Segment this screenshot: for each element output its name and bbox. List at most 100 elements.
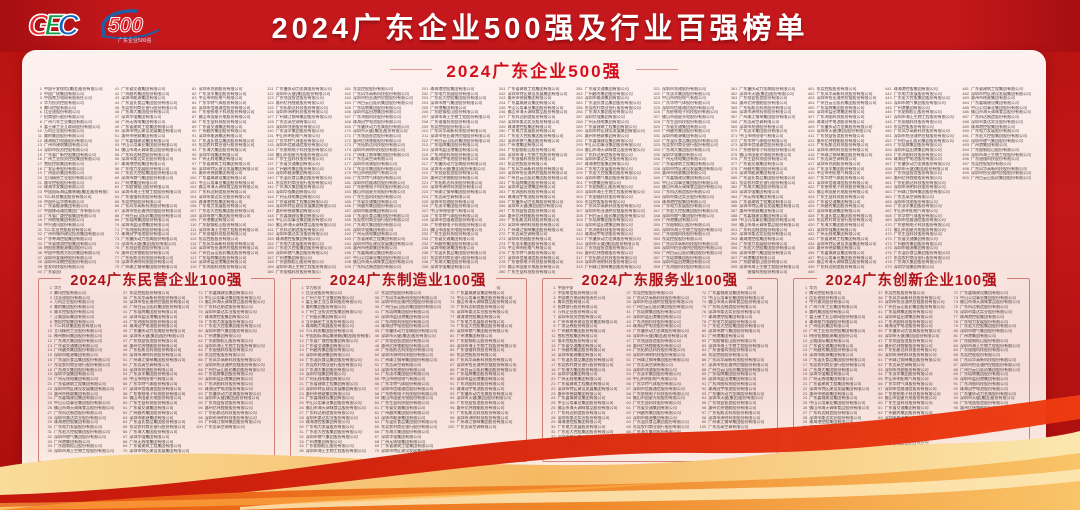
entry-company-name: 广东电力发展股份有限公司 — [507, 129, 556, 134]
top500-logo: 500 广东企业500强 — [94, 6, 164, 46]
entry-rank: 97 — [192, 161, 197, 166]
entry-company-name: 东莞控股股份有限公司 — [632, 290, 673, 295]
entry-company-name: 广东塔牌集团股份有限公司 — [456, 372, 505, 377]
list-entry: 126 深圳市洲明科技股份有限公司 — [265, 110, 340, 115]
entry-rank: 41 — [878, 308, 883, 314]
entry-company-name: 佛山市国星光电股份有限公司 — [198, 115, 251, 120]
entry-company-name: 深圳市海王生物工程股份有限公司 — [708, 343, 769, 348]
entry-rank: 92 — [192, 137, 197, 143]
entry-rank: 77 — [701, 313, 707, 319]
list-entry: 19 深圳华强集团有限公司 — [548, 372, 622, 377]
list-entry: 298 广东电力发展股份有限公司 — [574, 166, 649, 172]
list-entry: 304 广东银禧科技股份有限公司 — [574, 194, 649, 200]
list-entry: 91 广东鸿图科技股份有限公司 — [195, 381, 269, 387]
entry-rank: 52 — [374, 361, 380, 367]
entry-rank: 311 — [576, 226, 583, 232]
entry-company-name: 广东银禧科技股份有限公司 — [456, 348, 505, 353]
entry-rank: 16 — [551, 356, 556, 362]
entry-company-name: 东莞农村商业银行股份有限公司 — [305, 362, 362, 367]
entry-company-name: 广东宏大控股集团股份有限公司 — [204, 324, 261, 329]
entry-company-name: 广东省建筑工程集团有限公司 — [507, 87, 560, 91]
entry-rank: 448 — [885, 118, 892, 124]
entry-company-name: 广东省交通集团有限公司 — [816, 199, 861, 204]
list-entry: 11 中国国际海运集装箱(集团)股份有限公司 — [296, 333, 370, 339]
entry-company-name: 招商银行股份有限公司 — [557, 305, 598, 310]
entry-company-name: 东莞农村商业银行股份有限公司 — [198, 143, 255, 148]
entry-rank: 262 — [498, 184, 506, 190]
list-entry: 91 深圳市能源集团有限公司 — [188, 133, 263, 139]
list-entry: 220 惠州亿纬锂能股份有限公司 — [419, 175, 494, 181]
entry-rank: 487 — [962, 114, 969, 120]
entry-company-name: 深圳市深粮控股股份有限公司 — [44, 260, 96, 265]
entry-company-name: 广东省交通集团有限公司 — [121, 87, 166, 91]
entry-company-name: 深圳市海王生物工程股份有限公司 — [662, 227, 722, 232]
list-entry: 267 广东领益智造股份有限公司 — [497, 208, 572, 214]
entry-rank: 387 — [730, 207, 738, 213]
entry-company-name: 中山市明阳电气有限公司 — [507, 246, 552, 251]
entry-rank: 371 — [730, 132, 738, 138]
list-entry: 363 广东领益智造股份有限公司 — [728, 96, 803, 101]
list-entry: 380 广东温氏食品集团股份有限公司 — [728, 175, 803, 181]
entry-rank: 330 — [653, 128, 660, 134]
entry-company-name: 深圳市怡亚通供应链股份有限公司 — [584, 208, 645, 213]
list-entry: 215 广东鸿图科技股份有限公司 — [419, 152, 494, 158]
list-entry: 41 广东塔牌集团股份有限公司 — [623, 309, 697, 315]
entry-company-name: 惠州市德赛集团有限公司 — [121, 133, 166, 138]
list-entry: 74 深圳市天健(集团)股份有限公司 — [110, 241, 185, 247]
list-entry: 88 广州白云山医药集团股份有限公司 — [447, 367, 521, 373]
list-entry: 371 中山市明阳电气有限公司 — [728, 132, 803, 139]
list-entry: 22 深圳市特区建设发展集团有限公司 — [799, 386, 873, 392]
entry-rank: 349 — [653, 217, 660, 223]
entry-company-name: 立讯精密工业股份有限公司 — [305, 319, 354, 324]
entry-rank: 462 — [885, 184, 892, 190]
entry-company-name: 广东省建筑工程集团有限公司 — [739, 199, 792, 204]
entry-company-name: 珠海港控股集团有限公司 — [971, 124, 1015, 129]
entry-rank: 46 — [374, 332, 380, 338]
entry-company-name: 广东华特气体股份有限公司 — [884, 381, 933, 386]
list-entry: 432 广州无线电集团有限公司 — [806, 232, 881, 237]
entry-company-name: 深圳市盐田港集团有限公司 — [381, 314, 430, 319]
entry-company-name: 深圳市信维通信股份有限公司 — [129, 386, 182, 391]
entry-rank: 72 — [198, 289, 203, 295]
list-entry: 361 广东肇庆动力金属股份有限公司 — [728, 87, 803, 92]
entry-company-name: 广东领益智造股份有限公司 — [507, 208, 556, 213]
list-entry: 40 广州白云山医药集团股份有限公司 — [119, 304, 193, 310]
entry-rank: 230 — [421, 221, 429, 227]
entry-company-name: 广东拓斯达科技股份有限公司 — [584, 255, 637, 260]
entry-rank: 457 — [885, 161, 892, 166]
list-entry: 12 顺丰控股股份有限公司 — [548, 338, 622, 344]
entry-company-name: 东莞控股股份有限公司 — [816, 87, 857, 91]
entry-company-name: 东莞控股股份有限公司 — [381, 290, 422, 295]
entry-company-name: 惠州市德赛集团有限公司 — [507, 96, 552, 101]
entry-rank: 434 — [807, 240, 815, 246]
list-entry: 419 中山市明阳电气有限公司 — [806, 171, 881, 176]
entry-rank: 374 — [730, 146, 738, 152]
entry-rank: 383 — [730, 189, 738, 195]
entry-rank: 92 — [953, 385, 958, 391]
entry-company-name: 深圳市天健(集团)股份有限公司 — [381, 333, 436, 338]
list-entry: 192 广州无线电集团有限公司 — [342, 232, 417, 237]
entry-rank: 84 — [192, 100, 197, 106]
entry-company-name: 顺丰控股股份有限公司 — [54, 309, 94, 314]
entry-rank: 482 — [962, 90, 969, 96]
list-entry: 91 广东鸿图科技股份有限公司 — [698, 381, 772, 387]
entry-rank: 52 — [626, 361, 631, 367]
entry-company-name: 广东凌丰集团股份有限公司 — [816, 166, 865, 171]
entry-company-name: 广东志高空调有限公司 — [893, 194, 934, 199]
entry-company-name: 惠州亿纬锂能股份有限公司 — [739, 101, 788, 106]
entry-company-name: 深圳市燃气集团股份有限公司 — [507, 138, 560, 143]
entry-company-name: 广东凌丰集团股份有限公司 — [381, 372, 430, 377]
list-entry: 486 佛山市海天调味食品股份有限公司 — [960, 110, 1035, 115]
entry-company-name: 广东省建筑工程集团有限公司 — [809, 381, 862, 386]
list-entry: 19 深圳华强集团有限公司 — [44, 372, 118, 377]
entry-company-name: 广州珠江钢琴集团股份有限公司 — [816, 152, 873, 157]
entry-company-name: 广东塔牌集团股份有限公司 — [198, 255, 247, 260]
entry-rank: 54 — [374, 371, 380, 377]
entry-company-name: 广东塔牌集团股份有限公司 — [960, 372, 1008, 377]
list-entry: 84 广东银禧科技股份有限公司 — [698, 348, 772, 353]
list-entry: 388 广东嘉城建设集团有限公司 — [728, 213, 803, 219]
entry-rank: 42 — [626, 313, 631, 319]
list-entry: 102 佛山市海天调味食品股份有限公司 — [188, 185, 263, 190]
entry-company-name: 东莞控股股份有限公司 — [971, 162, 1011, 166]
entry-rank: 313 — [576, 236, 583, 241]
